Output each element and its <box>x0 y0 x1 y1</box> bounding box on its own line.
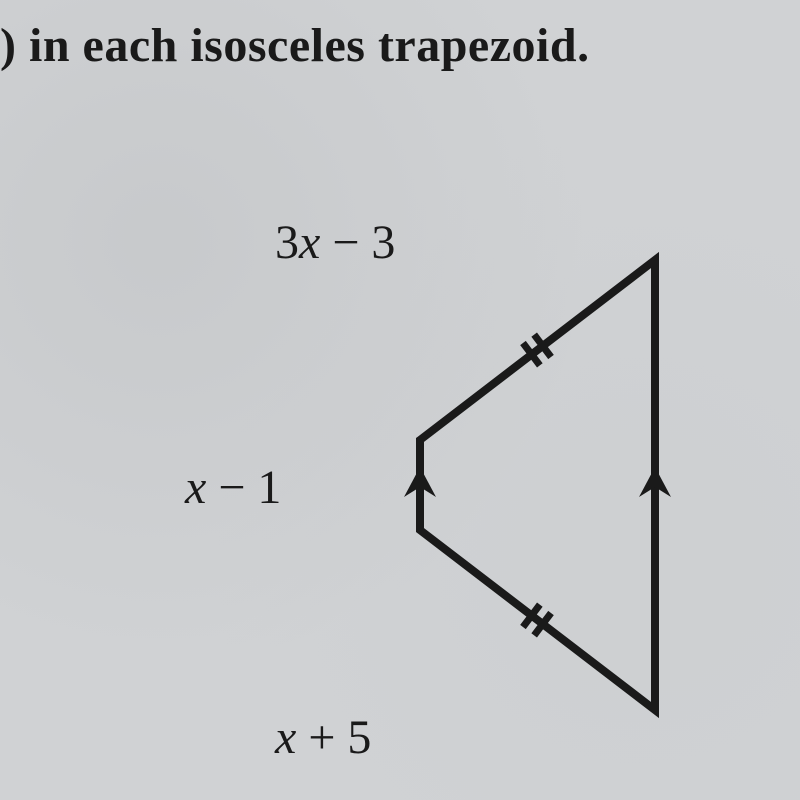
left-suffix: − 1 <box>206 461 281 514</box>
top-var: x <box>299 216 320 269</box>
trapezoid-diagram <box>345 210 725 770</box>
header-text: ) in each isosceles trapezoid. <box>0 18 590 73</box>
left-side-label: x − 1 <box>185 460 281 515</box>
top-coef: 3 <box>275 216 299 269</box>
bottom-var: x <box>275 711 296 764</box>
left-var: x <box>185 461 206 514</box>
trapezoid-path <box>420 260 655 710</box>
